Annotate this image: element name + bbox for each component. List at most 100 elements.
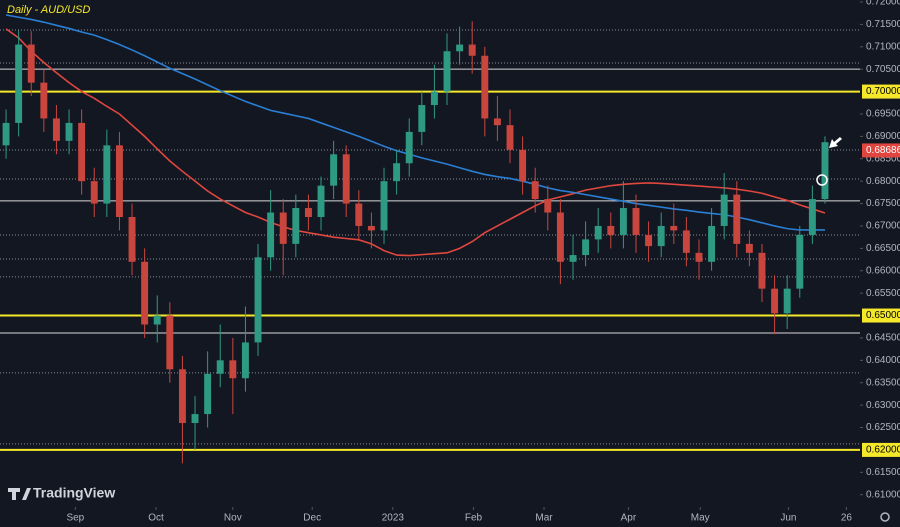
candle-body bbox=[191, 414, 199, 424]
y-tick-label: 0.69500 bbox=[866, 109, 900, 120]
x-tick-label: Feb bbox=[465, 513, 483, 524]
candle-body bbox=[292, 208, 300, 244]
key-level-label: 0.70000 bbox=[866, 86, 900, 97]
y-tick-label: 0.63500 bbox=[866, 377, 900, 388]
candle-body bbox=[733, 194, 741, 244]
candle-body bbox=[15, 44, 23, 123]
y-tick-label: 0.66500 bbox=[866, 243, 900, 254]
candle-body bbox=[204, 373, 212, 415]
candle-body bbox=[708, 225, 716, 262]
candle-body bbox=[569, 255, 577, 262]
candle-body bbox=[808, 199, 816, 235]
candle-body bbox=[468, 44, 476, 56]
y-tick-label: 0.62500 bbox=[866, 422, 900, 433]
candle-body bbox=[796, 234, 804, 289]
candle-body bbox=[166, 315, 174, 370]
candle-body bbox=[670, 225, 678, 231]
candle-body bbox=[418, 105, 426, 132]
plot-area bbox=[0, 14, 860, 464]
candle-body bbox=[758, 252, 766, 289]
x-tick-label: Nov bbox=[224, 513, 242, 524]
candle-body bbox=[619, 208, 627, 235]
y-tick-label: 0.65500 bbox=[866, 288, 900, 299]
annotation bbox=[816, 137, 842, 186]
candle-body bbox=[103, 145, 111, 204]
key-level-label-bg bbox=[862, 84, 900, 99]
candle-body bbox=[519, 149, 527, 182]
candle-body bbox=[2, 122, 10, 146]
moving-average bbox=[5, 28, 826, 257]
candle-body bbox=[27, 44, 35, 83]
x-tick-label: 2023 bbox=[382, 513, 405, 524]
y-tick-label: 0.67000 bbox=[866, 221, 900, 232]
candle-body bbox=[330, 154, 338, 186]
y-tick-label: 0.61500 bbox=[866, 467, 900, 478]
key-level-label-bg bbox=[862, 442, 900, 457]
candle-body bbox=[229, 360, 237, 379]
candle-body bbox=[393, 163, 401, 182]
annotation-arrow bbox=[829, 137, 842, 148]
last-price-label: 0.68686 bbox=[866, 145, 900, 156]
x-tick-label: Sep bbox=[66, 513, 84, 524]
y-tick-label: 0.67500 bbox=[866, 198, 900, 209]
candle-body bbox=[141, 261, 149, 325]
candle-body bbox=[745, 243, 753, 253]
y-tick-label: 0.68500 bbox=[866, 153, 900, 164]
candle-body bbox=[594, 225, 602, 240]
candle-body bbox=[493, 118, 501, 126]
settings-icon[interactable] bbox=[880, 512, 890, 522]
candle-body bbox=[52, 118, 60, 141]
logo-icon bbox=[8, 488, 31, 500]
candle-body bbox=[531, 181, 539, 200]
candle-body bbox=[90, 181, 98, 204]
candle-body bbox=[544, 199, 552, 213]
candle-body bbox=[78, 122, 86, 182]
last-price-label-bg bbox=[862, 143, 900, 158]
candle-body bbox=[645, 234, 653, 247]
candle-body bbox=[178, 369, 186, 424]
settings-gear[interactable] bbox=[880, 512, 890, 522]
y-tick-label: 0.63000 bbox=[866, 400, 900, 411]
moving-average bbox=[5, 14, 825, 231]
x-tick-label: Dec bbox=[303, 513, 321, 524]
candle-body bbox=[632, 208, 640, 235]
candle-body bbox=[380, 181, 388, 231]
y-tick-label: 0.64500 bbox=[866, 333, 900, 344]
key-level-label-bg bbox=[862, 308, 900, 323]
candle-body bbox=[304, 208, 312, 217]
candle-body bbox=[342, 154, 350, 204]
x-tick-label: 26 bbox=[841, 513, 853, 524]
candle-body bbox=[216, 360, 224, 374]
candle-body bbox=[682, 230, 690, 253]
x-tick-label: Oct bbox=[148, 513, 164, 524]
y-tick-label: 0.61000 bbox=[866, 489, 900, 500]
candle-body bbox=[720, 194, 728, 226]
watermark: TradingView bbox=[8, 485, 115, 501]
y-tick-label: 0.72000 bbox=[866, 0, 900, 8]
candle-body bbox=[430, 91, 438, 106]
x-tick-label: Jun bbox=[780, 513, 796, 524]
candle-body bbox=[405, 131, 413, 164]
watermark-text: TradingView bbox=[33, 485, 115, 501]
candle-body bbox=[279, 212, 287, 244]
key-level-label: 0.65000 bbox=[866, 310, 900, 321]
y-tick-label: 0.71000 bbox=[866, 41, 900, 52]
candle-body bbox=[355, 203, 363, 226]
candle-body bbox=[128, 216, 136, 262]
candle-body bbox=[115, 145, 123, 217]
candle-body bbox=[582, 239, 590, 256]
candle-body bbox=[456, 44, 464, 52]
candle-body bbox=[607, 225, 615, 235]
key-level-label: 0.62000 bbox=[866, 445, 900, 456]
candle-body bbox=[783, 288, 791, 314]
y-tick-label: 0.69000 bbox=[866, 131, 900, 142]
chart-title: Daily - AUD/USD bbox=[7, 4, 90, 16]
candle-body bbox=[695, 252, 703, 262]
annotation-circle bbox=[816, 174, 828, 186]
candle-body bbox=[771, 288, 779, 314]
candle-body bbox=[657, 225, 665, 247]
x-tick-label: Apr bbox=[621, 513, 637, 524]
y-tick-label: 0.64000 bbox=[866, 355, 900, 366]
